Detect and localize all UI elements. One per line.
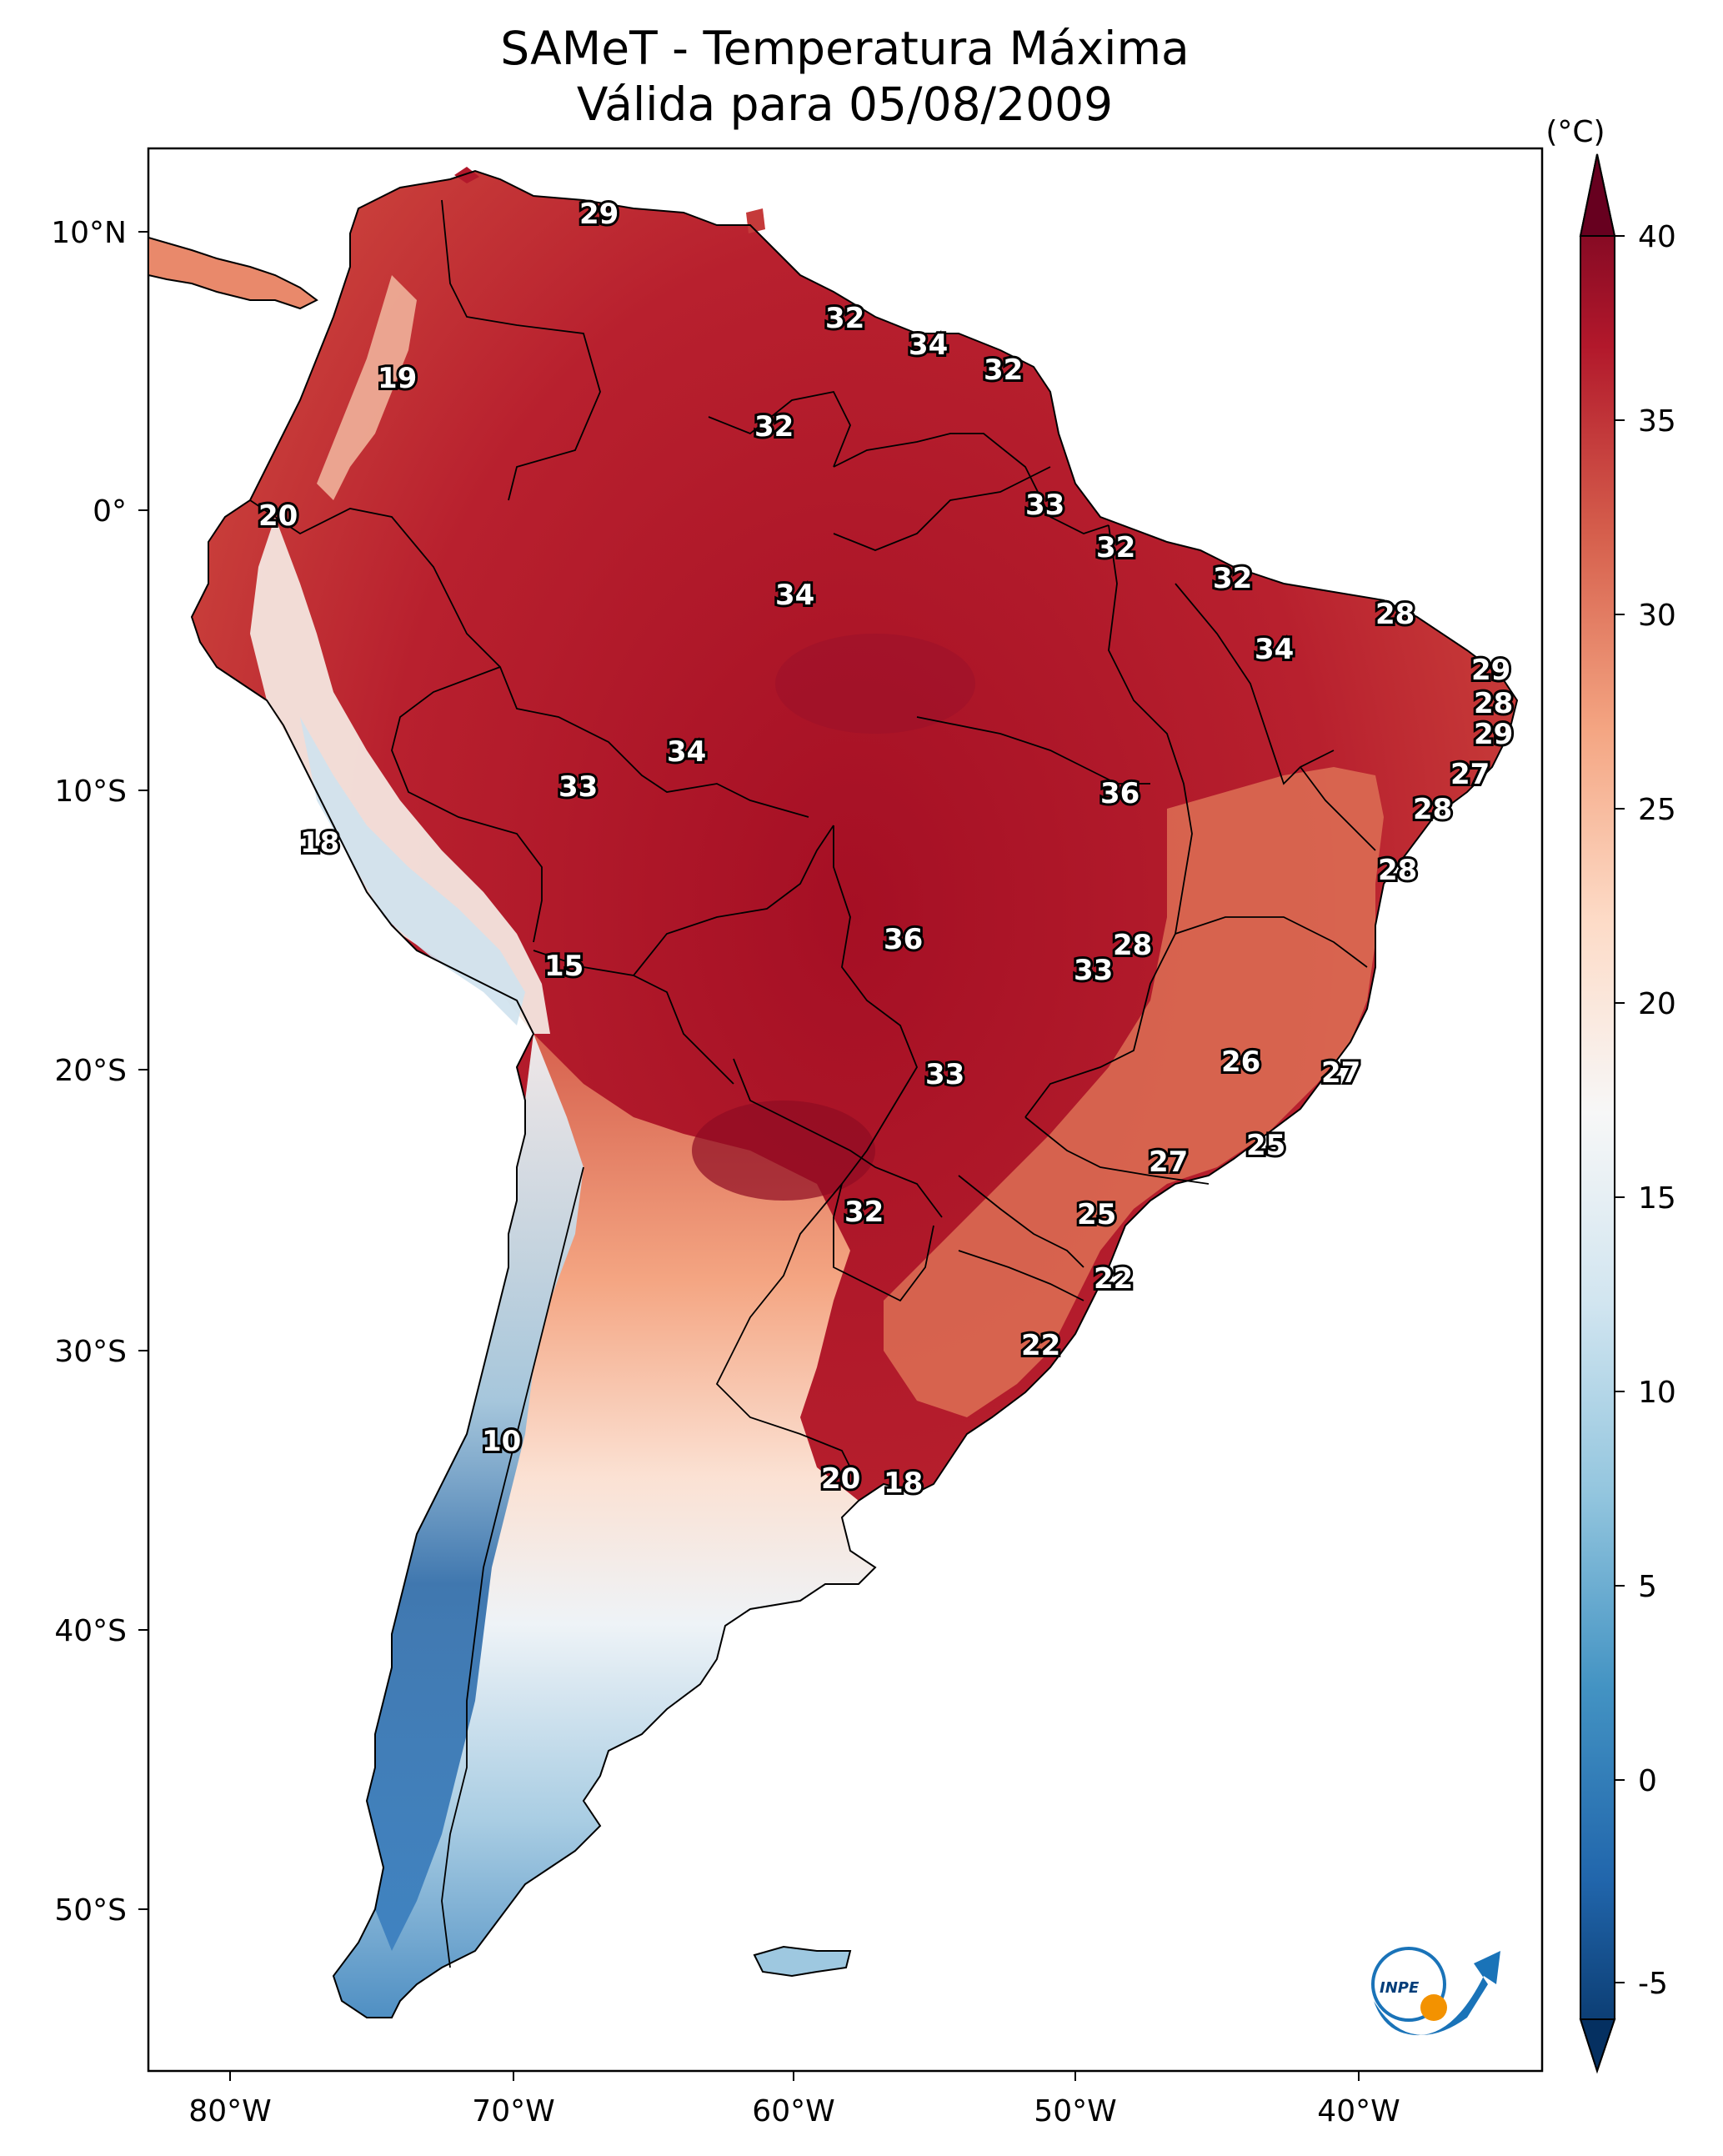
contour-label: 33 [558, 770, 598, 804]
contour-label: 32 [844, 1196, 884, 1229]
caribbean-islands [746, 208, 765, 233]
longitude-labels: 80°W 70°W 60°W 50°W 40°W [188, 2094, 1400, 2128]
contour-label: 36 [1100, 777, 1139, 810]
colorbar-ramp [1579, 153, 1616, 2074]
contour-label: 28 [1378, 854, 1417, 887]
lon-tick-label: 70°W [472, 2094, 554, 2128]
contour-label: 28 [1113, 929, 1152, 962]
colorbar: (°C) 40 35 30 25 20 15 10 5 0 -5 [1545, 115, 1676, 2074]
eastern-brazil-shading [884, 767, 1384, 1417]
contour-label: 34 [775, 579, 814, 612]
contour-label: 34 [1255, 633, 1294, 666]
colorbar-tick-label: 40 [1638, 220, 1676, 254]
contour-label: 20 [821, 1462, 860, 1496]
contour-label: 27 [1149, 1146, 1188, 1179]
contour-label: 22 [1094, 1262, 1133, 1296]
colombian-andes-band [317, 275, 417, 500]
contour-label: 33 [925, 1058, 964, 1091]
contour-label: 27 [1450, 758, 1490, 791]
peru-coast-cool-band [300, 717, 525, 1025]
colorbar-tick-label: 35 [1638, 404, 1676, 439]
coastline [190, 169, 1519, 2018]
country-borders [249, 199, 1376, 1968]
colorbar-tick-label: 0 [1638, 1764, 1657, 1798]
contour-label: 18 [300, 826, 339, 860]
lat-tick-label: 30°S [54, 1335, 127, 1369]
contour-label: 34 [667, 735, 706, 769]
lon-tick-label: 40°W [1317, 2094, 1400, 2128]
contour-label: 28 [1474, 687, 1513, 720]
caribbean-islands-2 [454, 167, 479, 183]
contour-label: 32 [754, 410, 794, 444]
central-america [148, 236, 318, 310]
contour-label: 32 [1213, 562, 1252, 595]
contour-label: 22 [1021, 1329, 1060, 1362]
axis-ticks [138, 231, 1360, 2081]
contour-label: 32 [1096, 531, 1135, 564]
colorbar-tick-label: 25 [1638, 793, 1676, 827]
map-title: SAMeT - Temperatura Máxima [500, 22, 1190, 75]
amazon-hotspot [775, 634, 975, 734]
chaco-hotspot [692, 1101, 875, 1201]
contour-label: 28 [1413, 793, 1452, 826]
colorbar-tick-label: 30 [1638, 599, 1676, 633]
colorbar-tick-label: -5 [1638, 1967, 1668, 2001]
contour-label: 33 [1074, 954, 1113, 987]
lon-tick-label: 60°W [752, 2094, 834, 2128]
lat-tick-label: 50°S [54, 1893, 127, 1928]
inpe-logo-text: INPE [1380, 1979, 1420, 1997]
southern-cone-shading [333, 1034, 875, 2018]
colorbar-bottom-extension [1579, 2018, 1616, 2074]
lon-tick-label: 80°W [188, 2094, 271, 2128]
contour-label: 25 [1246, 1129, 1285, 1162]
lat-tick-label: 20°S [54, 1054, 127, 1088]
colorbar-unit: (°C) [1545, 115, 1605, 149]
lat-tick-label: 40°S [54, 1614, 127, 1648]
lon-tick-label: 50°W [1034, 2094, 1116, 2128]
lat-tick-label: 10°S [54, 775, 127, 809]
lat-tick-label: 10°N [51, 216, 127, 250]
contour-label: 18 [884, 1467, 923, 1500]
contour-label: 29 [579, 198, 619, 231]
contour-label: 15 [544, 950, 584, 983]
colorbar-tick-label: 5 [1638, 1570, 1657, 1604]
contour-label: 28 [1375, 598, 1415, 631]
contour-label: 26 [1221, 1045, 1260, 1079]
northern-andes-light-band [250, 517, 550, 1034]
contour-label: 19 [378, 362, 417, 395]
contour-label: 27 [1321, 1056, 1360, 1090]
map-subtitle: Válida para 05/08/2009 [576, 78, 1114, 131]
contour-label: 32 [984, 353, 1023, 387]
lat-tick-label: 0° [93, 494, 127, 529]
colorbar-tick-label: 15 [1638, 1181, 1676, 1216]
contour-labels: 29 32 34 32 19 32 33 20 32 34 32 28 34 2… [256, 195, 1515, 1502]
contour-label: 29 [1471, 654, 1510, 687]
andes-cold-band [367, 1034, 584, 1951]
contour-label: 33 [1025, 489, 1064, 522]
colorbar-top-extension [1579, 153, 1616, 237]
inpe-logo: INPE [1371, 1947, 1500, 2036]
contour-label: 36 [884, 923, 923, 956]
contour-label: 34 [909, 328, 948, 362]
contour-label: 32 [825, 302, 864, 335]
falkland-islands [753, 1945, 852, 1978]
colorbar-tick-label: 10 [1638, 1376, 1676, 1410]
latitude-labels: 10°N 0° 10°S 20°S 30°S 40°S 50°S [51, 216, 127, 1928]
contour-label: 20 [258, 499, 298, 533]
colorbar-tick-label: 20 [1638, 987, 1676, 1021]
contour-label: 29 [1474, 718, 1513, 751]
contour-label: 25 [1077, 1198, 1116, 1231]
contour-label: 10 [482, 1425, 521, 1458]
